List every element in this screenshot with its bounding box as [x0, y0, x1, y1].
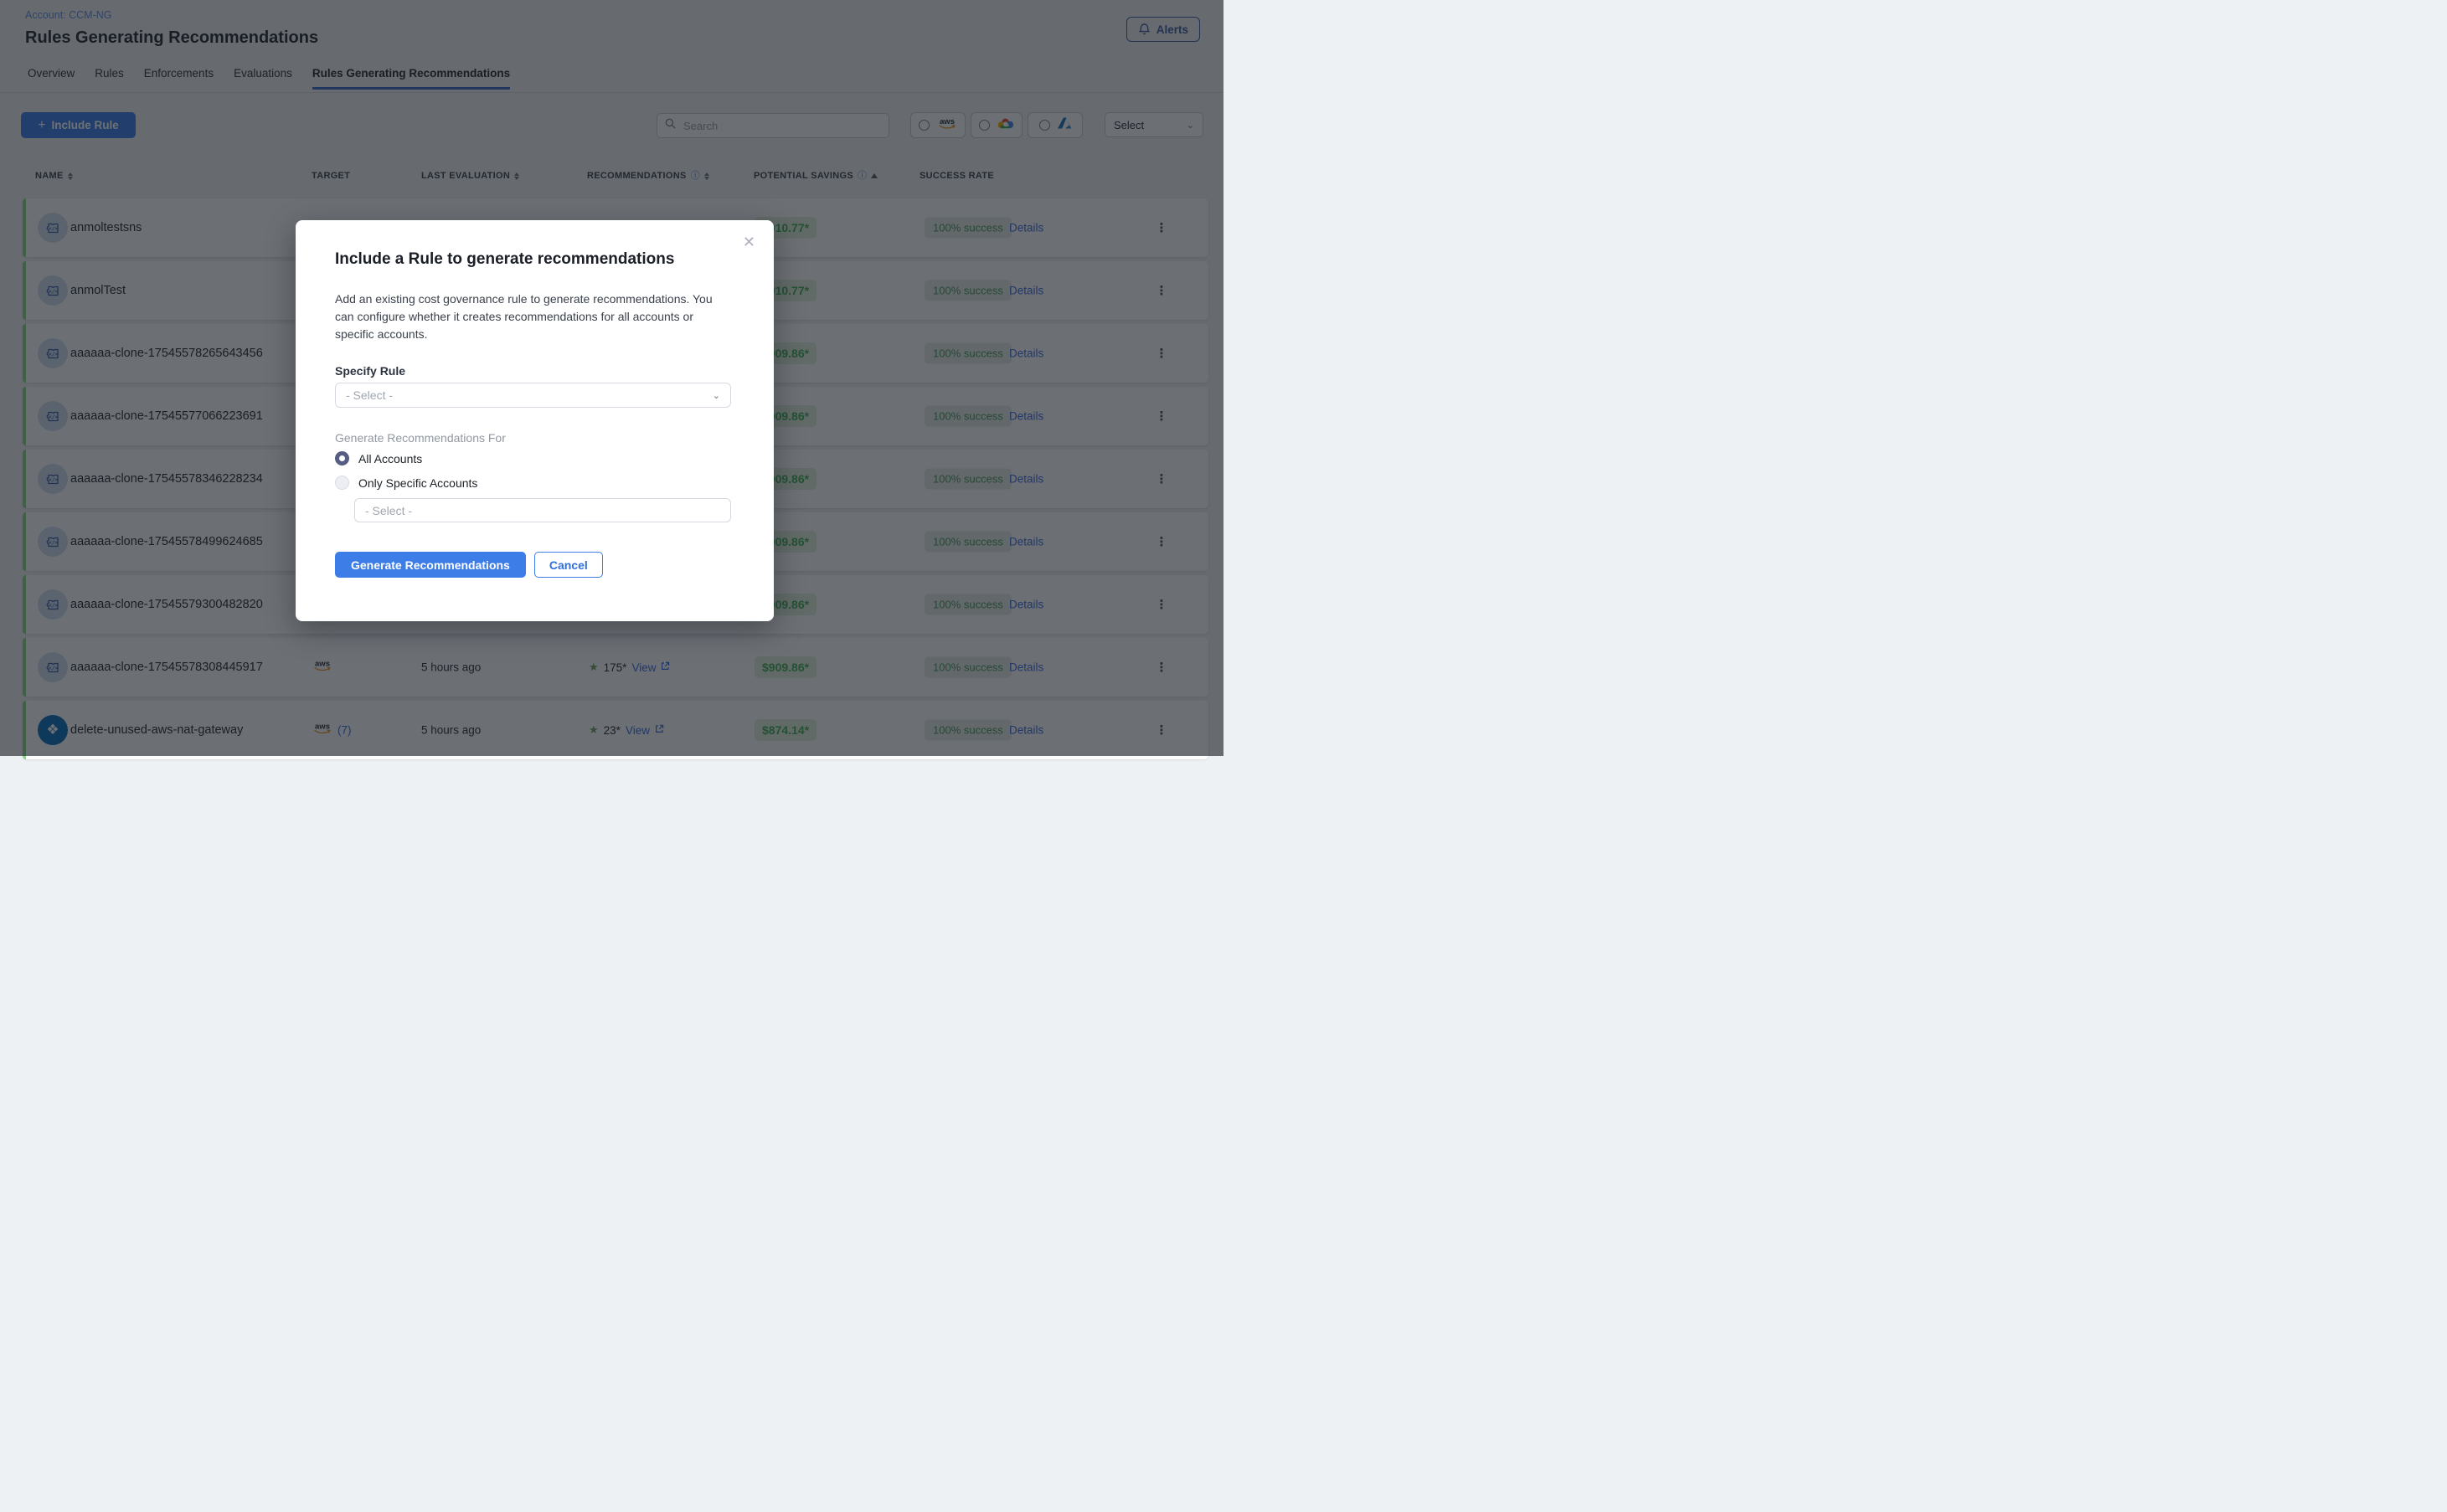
generate-for-label: Generate Recommendations For	[335, 431, 506, 445]
radio-all-accounts-label: All Accounts	[358, 451, 423, 465]
chevron-down-icon: ⌄	[712, 390, 720, 401]
radio-unselected-icon[interactable]	[335, 476, 349, 490]
radio-only-specific-accounts-label: Only Specific Accounts	[358, 476, 478, 490]
radio-only-specific-accounts[interactable]: Only Specific Accounts	[335, 476, 477, 490]
generate-recommendations-button[interactable]: Generate Recommendations	[335, 552, 526, 578]
modal-description: Add an existing cost governance rule to …	[335, 292, 713, 341]
include-rule-modal: ✕ Include a Rule to generate recommendat…	[296, 220, 774, 621]
specific-accounts-select[interactable]: - Select -	[354, 498, 731, 522]
cancel-button[interactable]: Cancel	[533, 552, 603, 578]
radio-selected-icon[interactable]	[335, 451, 349, 465]
close-icon[interactable]: ✕	[742, 234, 755, 250]
specific-accounts-select-placeholder: - Select -	[365, 503, 413, 517]
modal-actions: Generate Recommendations Cancel	[335, 552, 603, 578]
specify-rule-select[interactable]: - Select - ⌄	[335, 383, 731, 408]
radio-all-accounts[interactable]: All Accounts	[335, 451, 422, 465]
modal-title: Include a Rule to generate recommendatio…	[335, 250, 675, 268]
specify-rule-label: Specify Rule	[335, 364, 406, 378]
specify-rule-select-placeholder: - Select -	[346, 388, 394, 402]
